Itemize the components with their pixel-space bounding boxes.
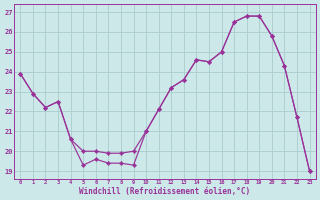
X-axis label: Windchill (Refroidissement éolien,°C): Windchill (Refroidissement éolien,°C) xyxy=(79,187,251,196)
